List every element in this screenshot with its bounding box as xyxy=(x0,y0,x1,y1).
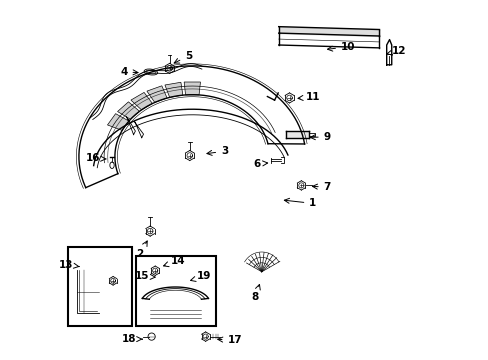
Text: 9: 9 xyxy=(310,132,330,142)
Text: 16: 16 xyxy=(86,153,106,163)
Polygon shape xyxy=(164,82,183,98)
Text: 8: 8 xyxy=(251,284,260,302)
Polygon shape xyxy=(131,93,152,110)
Text: 12: 12 xyxy=(386,46,406,56)
Text: 2: 2 xyxy=(136,241,147,259)
Polygon shape xyxy=(107,114,129,130)
Text: 5: 5 xyxy=(174,51,192,63)
Text: 13: 13 xyxy=(59,260,79,270)
Text: 14: 14 xyxy=(163,256,185,267)
Text: 4: 4 xyxy=(120,67,138,77)
Text: 7: 7 xyxy=(312,182,330,192)
Text: 10: 10 xyxy=(327,42,355,52)
Polygon shape xyxy=(184,82,200,95)
Text: 1: 1 xyxy=(284,198,316,208)
Text: 19: 19 xyxy=(190,271,211,282)
Text: 15: 15 xyxy=(134,271,155,282)
Bar xyxy=(68,247,132,326)
Text: 6: 6 xyxy=(253,159,267,169)
Polygon shape xyxy=(117,102,139,119)
Text: 18: 18 xyxy=(122,334,142,344)
Text: 17: 17 xyxy=(217,335,242,345)
Bar xyxy=(136,256,215,326)
Text: 11: 11 xyxy=(297,92,320,102)
Text: 3: 3 xyxy=(206,146,228,156)
Polygon shape xyxy=(146,86,167,103)
